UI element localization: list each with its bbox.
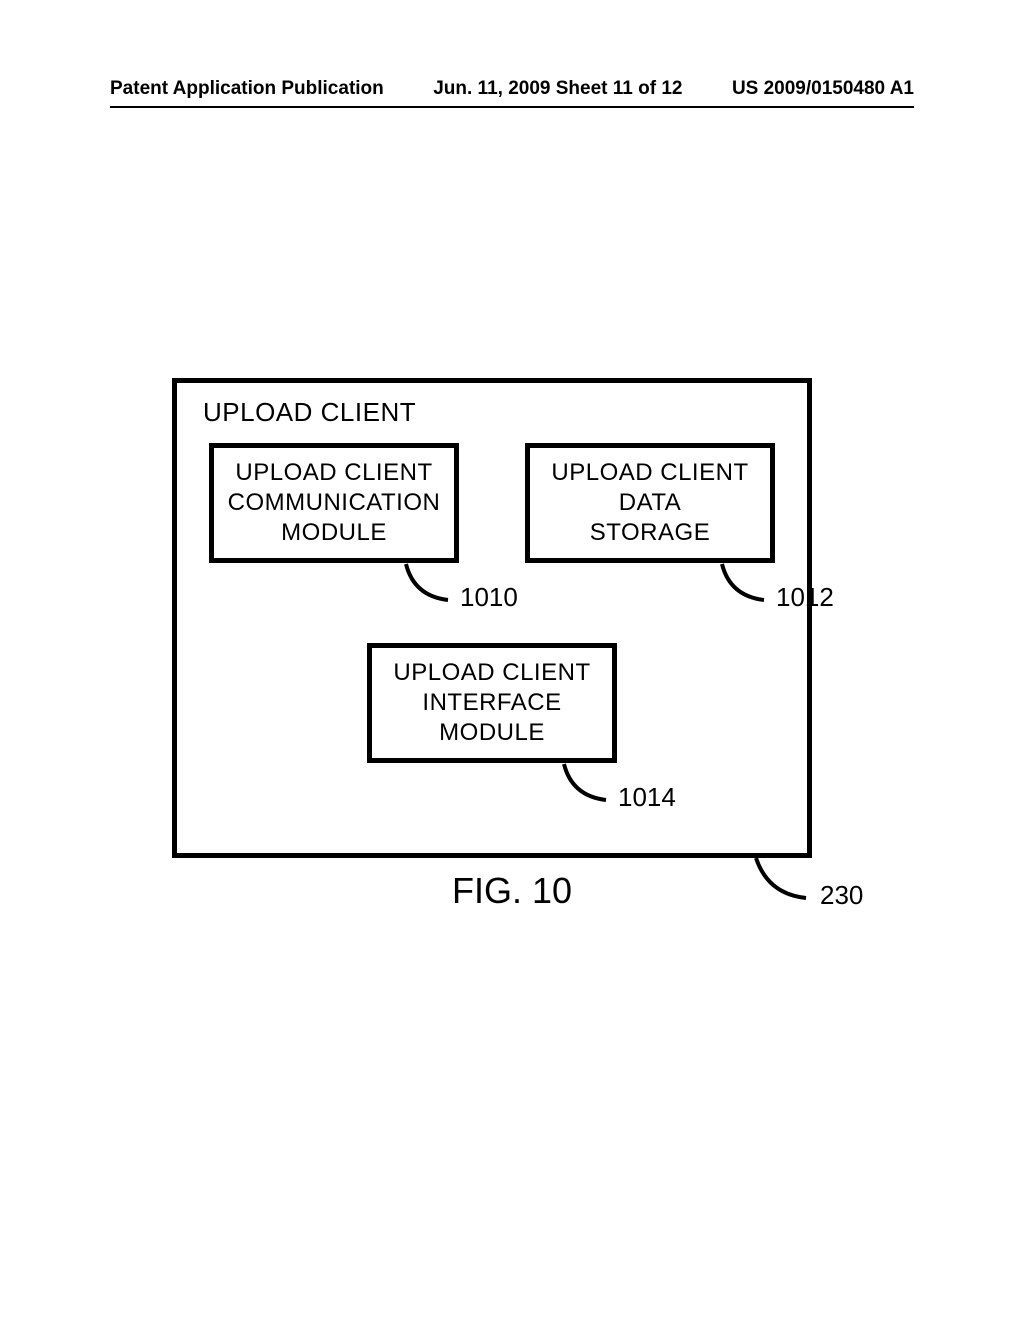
- upload-client-container: UPLOAD CLIENT UPLOAD CLIENT COMMUNICATIO…: [172, 378, 812, 858]
- box-b-line1: UPLOAD CLIENT: [551, 458, 748, 488]
- header-center: Jun. 11, 2009 Sheet 11 of 12: [433, 78, 682, 100]
- box-a-line2: COMMUNICATION: [228, 488, 441, 518]
- communication-module-box: UPLOAD CLIENT COMMUNICATION MODULE: [209, 443, 459, 563]
- ref-1012: 1012: [776, 582, 834, 613]
- header-rule: [110, 106, 914, 108]
- box-c-line2: INTERFACE: [422, 688, 561, 718]
- data-storage-box: UPLOAD CLIENT DATA STORAGE: [525, 443, 775, 563]
- box-c-line1: UPLOAD CLIENT: [393, 658, 590, 688]
- ref-1010: 1010: [460, 582, 518, 613]
- page-header: Patent Application Publication Jun. 11, …: [110, 78, 914, 100]
- interface-module-box: UPLOAD CLIENT INTERFACE MODULE: [367, 643, 617, 763]
- box-a-line3: MODULE: [281, 518, 387, 548]
- upload-client-title: UPLOAD CLIENT: [203, 397, 416, 428]
- header-left: Patent Application Publication: [110, 78, 384, 100]
- box-b-line3: STORAGE: [590, 518, 710, 548]
- page: Patent Application Publication Jun. 11, …: [0, 0, 1024, 1320]
- box-b-line2: DATA: [619, 488, 681, 518]
- ref-1014: 1014: [618, 782, 676, 813]
- box-a-line1: UPLOAD CLIENT: [235, 458, 432, 488]
- header-right: US 2009/0150480 A1: [732, 78, 914, 100]
- figure-label: FIG. 10: [0, 870, 1024, 912]
- box-c-line3: MODULE: [439, 718, 545, 748]
